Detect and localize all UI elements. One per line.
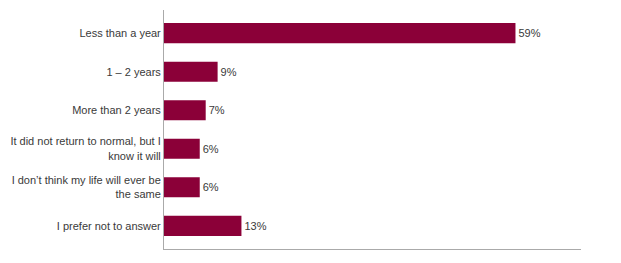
svg-text:I prefer not to answer: I prefer not to answer xyxy=(57,220,161,232)
svg-text:It did not return to normal, b: It did not return to normal, but Iknow i… xyxy=(10,135,160,161)
svg-text:More than 2 years: More than 2 years xyxy=(72,104,161,116)
svg-text:6%: 6% xyxy=(203,143,219,155)
svg-text:13%: 13% xyxy=(244,220,266,232)
svg-text:1 – 2 years: 1 – 2 years xyxy=(106,66,161,78)
svg-text:I don’t think my life will eve: I don’t think my life will ever bethe sa… xyxy=(12,174,161,200)
svg-text:7%: 7% xyxy=(209,104,225,116)
svg-text:Less than a year: Less than a year xyxy=(79,27,161,39)
svg-text:59%: 59% xyxy=(518,27,540,39)
svg-text:9%: 9% xyxy=(221,66,237,78)
svg-text:6%: 6% xyxy=(203,181,219,193)
